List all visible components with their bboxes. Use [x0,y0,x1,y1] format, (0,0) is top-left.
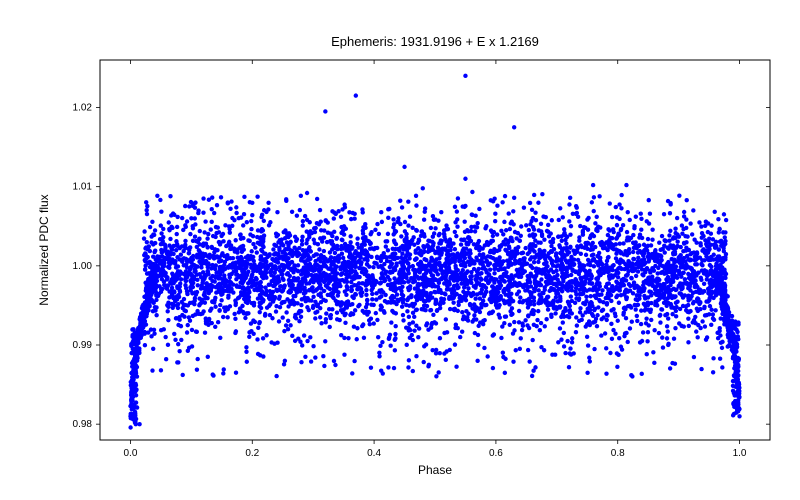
y-tick-label: 1.01 [73,182,93,193]
y-tick-label: 1.00 [73,261,93,272]
x-tick-label: 1.0 [733,448,747,459]
chart-svg: 0.0 0.2 0.4 0.6 0.8 1.0 0.98 0.99 1.00 1.01 1.02 Ph… [0,0,800,500]
y-tick-label: 0.98 [73,419,93,430]
y-tick-label: 0.99 [73,340,93,351]
chart-title: Ephemeris: 1931.9196 + E x 1.2169 [331,34,539,49]
y-axis-label: Normalized PDC flux [37,194,51,305]
x-tick-label: 0.6 [489,448,503,459]
x-tick-label: 0.8 [611,448,625,459]
y-tick-label: 1.02 [73,103,93,114]
x-axis-label: Phase [418,463,452,477]
phase-lightcurve-chart: 0.0 0.2 0.4 0.6 0.8 1.0 0.98 0.99 1.00 1.01 1.02 Ph… [0,0,800,500]
x-tick-label: 0.0 [124,448,138,459]
x-tick-label: 0.4 [367,448,381,459]
x-tick-label: 0.2 [245,448,259,459]
